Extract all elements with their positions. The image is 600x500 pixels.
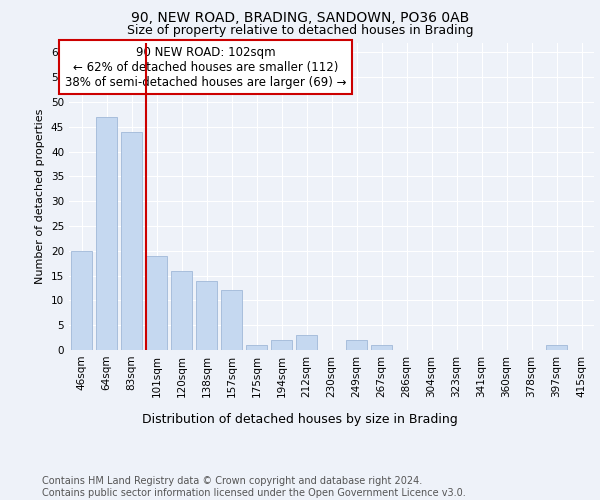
Text: 90, NEW ROAD, BRADING, SANDOWN, PO36 0AB: 90, NEW ROAD, BRADING, SANDOWN, PO36 0AB <box>131 11 469 25</box>
Bar <box>96 117 117 350</box>
Bar <box>346 340 367 350</box>
Text: Contains HM Land Registry data © Crown copyright and database right 2024.
Contai: Contains HM Land Registry data © Crown c… <box>42 476 466 498</box>
Bar <box>221 290 242 350</box>
Text: 90 NEW ROAD: 102sqm
← 62% of detached houses are smaller (112)
38% of semi-detac: 90 NEW ROAD: 102sqm ← 62% of detached ho… <box>65 46 346 88</box>
Bar <box>296 335 317 350</box>
Bar <box>371 345 392 350</box>
Y-axis label: Number of detached properties: Number of detached properties <box>35 108 46 284</box>
Bar <box>271 340 292 350</box>
Bar <box>546 345 567 350</box>
Bar <box>71 251 92 350</box>
Bar <box>121 132 142 350</box>
Bar <box>146 256 167 350</box>
Text: Distribution of detached houses by size in Brading: Distribution of detached houses by size … <box>142 412 458 426</box>
Bar <box>171 270 192 350</box>
Text: Size of property relative to detached houses in Brading: Size of property relative to detached ho… <box>127 24 473 37</box>
Bar <box>196 280 217 350</box>
Bar <box>246 345 267 350</box>
